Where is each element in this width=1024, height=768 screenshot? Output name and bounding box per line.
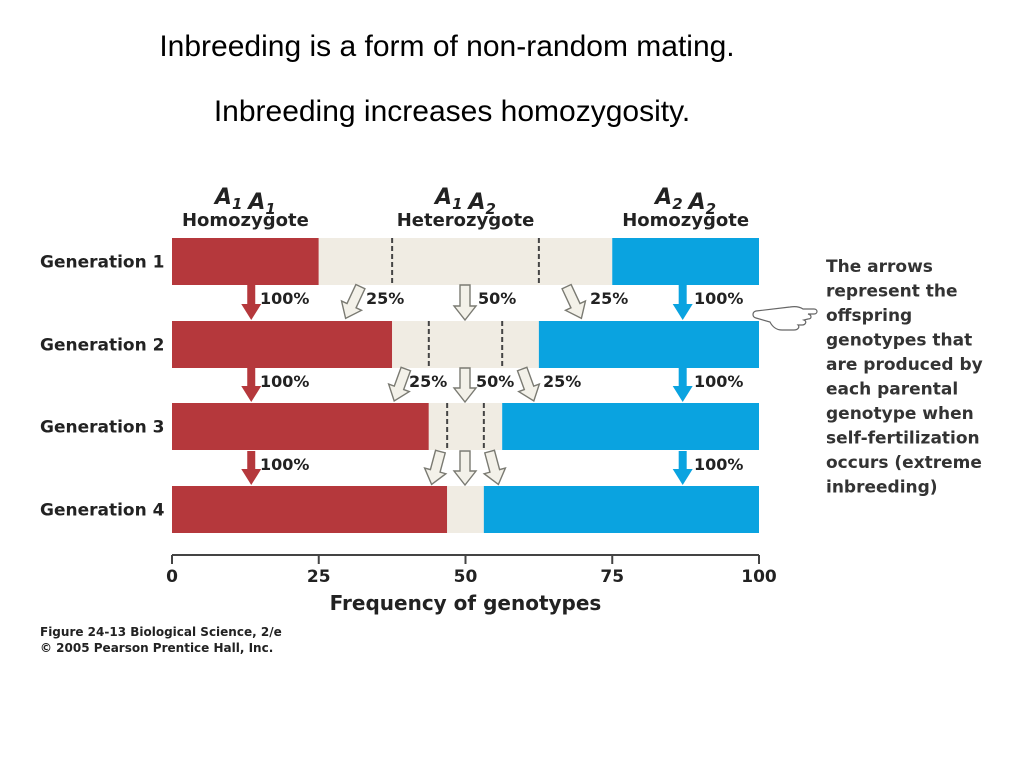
annotation-line-5: are produced by	[826, 355, 983, 375]
arrow-label-gap3-1: 100%	[260, 455, 309, 474]
bar-gen4-series2	[447, 486, 484, 533]
annotation-line-7: genotype when	[826, 404, 974, 424]
arrow-label-gap2-2: 25%	[409, 372, 447, 391]
arrow-gap3-a1a1	[241, 451, 262, 485]
bar-gen2-series2	[392, 321, 539, 368]
slide-title-line-1: Inbreeding is a form of non-random matin…	[159, 30, 735, 63]
annotation-line-2: represent the	[826, 282, 958, 302]
credit-line-2: © 2005 Pearson Prentice Hall, Inc.	[40, 641, 273, 655]
arrow-annotation: The arrows represent the offspring genotype…	[752, 257, 983, 498]
x-tick-label-75: 75	[600, 567, 624, 587]
offspring-arrows: 100% 25% 50% 25% 100% 100% 25% 50% 25% 100% 100% 10…	[241, 283, 743, 487]
bar-gen4-series1	[172, 486, 448, 533]
arrow-label-gap2-1: 100%	[260, 372, 309, 391]
bar-gen4-series3	[483, 486, 759, 533]
annotation-line-3: offspring	[826, 306, 912, 326]
arrow-gap2-het-right	[516, 366, 541, 403]
arrow-label-gap2-5: 100%	[694, 372, 743, 391]
x-tick-label-100: 100	[741, 567, 777, 587]
credit-line-1: Figure 24-13 Biological Science, 2/e	[40, 625, 282, 639]
x-tick-label-50: 50	[454, 567, 478, 587]
bar-gen2-series1	[172, 321, 393, 368]
annotation-line-6: each parental	[826, 380, 958, 400]
arrow-label-gap2-3: 50%	[476, 372, 514, 391]
generation-label-1: Generation 1	[40, 253, 164, 273]
arrow-gap2-het-center	[452, 367, 478, 404]
genotype-subtitle-2: Heterozygote	[397, 210, 535, 231]
bar-gen1-series2	[318, 238, 613, 285]
arrow-gap1-het-left	[340, 283, 366, 320]
bar-gen1-series3	[612, 238, 759, 285]
annotation-line-1: The arrows	[826, 257, 933, 277]
arrow-label-gap1-3: 50%	[478, 289, 516, 308]
genotype-label-1: A1 A1	[213, 185, 276, 218]
generation-label-2: Generation 2	[40, 336, 164, 356]
arrow-gap2-het-left	[387, 366, 412, 403]
x-tick-label-25: 25	[307, 567, 331, 587]
arrow-gap2-a1a1	[241, 368, 262, 402]
annotation-line-8: self-fertilization	[826, 429, 980, 449]
generation-bars: Generation 1 Generation 2 Generation 3 Gene…	[40, 238, 759, 533]
annotation-line-10: inbreeding)	[826, 478, 938, 498]
figure-credit: Figure 24-13 Biological Science, 2/e © 20…	[40, 625, 282, 655]
arrow-gap3-het-center	[452, 450, 478, 487]
arrow-gap3-het-left	[423, 449, 448, 486]
slide-title-line-2: Inbreeding increases homozygosity.	[213, 95, 691, 128]
generation-label-4: Generation 4	[40, 501, 165, 521]
x-axis: 0 25 50 75 100 Frequency of genotypes	[166, 554, 777, 615]
x-tick-label-0: 0	[166, 567, 178, 587]
pointing-hand-icon	[752, 306, 818, 331]
genotype-subtitle-3: Homozygote	[622, 210, 749, 231]
arrow-gap1-het-center	[452, 284, 478, 322]
bar-gen1-series1	[172, 238, 319, 285]
arrow-label-gap2-4: 25%	[543, 372, 581, 391]
annotation-line-9: occurs (extreme	[826, 453, 982, 473]
bar-gen2-series3	[538, 321, 759, 368]
bar-gen3-series2	[428, 403, 503, 450]
arrow-gap3-a2a2	[672, 451, 693, 485]
genotype-label-3: A2 A2	[653, 185, 716, 218]
bar-gen3-series1	[172, 403, 429, 450]
arrow-label-gap1-4: 25%	[590, 289, 628, 308]
genotype-label-2: A1 A2	[433, 185, 496, 218]
arrow-label-gap1-2: 25%	[366, 289, 404, 308]
arrow-gap1-a1a1	[241, 285, 262, 320]
arrow-gap3-het-right	[482, 449, 507, 486]
annotation-line-4: genotypes that	[826, 331, 972, 351]
arrow-gap2-a2a2	[672, 368, 693, 402]
arrow-label-gap3-2: 100%	[694, 455, 743, 474]
arrow-gap1-a2a2	[672, 285, 693, 320]
arrow-gap1-het-right	[561, 283, 587, 320]
x-axis-title: Frequency of genotypes	[330, 591, 602, 615]
arrow-label-gap1-1: 100%	[260, 289, 309, 308]
bar-gen3-series3	[502, 403, 759, 450]
generation-label-3: Generation 3	[40, 418, 164, 438]
arrow-label-gap1-5: 100%	[694, 289, 743, 308]
genotype-subtitle-1: Homozygote	[182, 210, 309, 231]
